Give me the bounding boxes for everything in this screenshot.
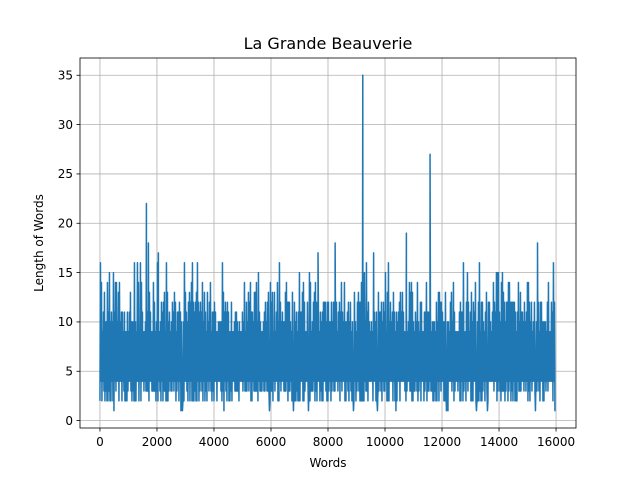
x-tick-label: 16000 (537, 435, 575, 449)
y-axis: 0 5 10 15 20 25 30 35 (58, 69, 80, 428)
x-tick-label: 10000 (366, 435, 404, 449)
y-tick-label: 35 (58, 69, 73, 83)
series-line (99, 74, 556, 412)
x-tick-label: 2000 (142, 435, 173, 449)
y-tick-label: 10 (58, 315, 73, 329)
y-tick-label: 15 (58, 266, 73, 280)
x-tick-label: 8000 (313, 435, 344, 449)
y-axis-label: Length of Words (32, 194, 46, 292)
y-tick-label: 30 (58, 118, 73, 132)
y-tick-label: 5 (65, 365, 73, 379)
y-tick-label: 25 (58, 167, 73, 181)
x-tick-label: 12000 (423, 435, 461, 449)
x-tick-label: 0 (96, 435, 104, 449)
x-tick-label: 14000 (480, 435, 518, 449)
plot-area (99, 74, 556, 412)
x-axis: 0 2000 4000 6000 8000 10000 12000 14000 16000 (96, 428, 575, 449)
x-tick-label: 4000 (199, 435, 230, 449)
y-tick-label: 0 (65, 414, 73, 428)
y-tick-label: 20 (58, 217, 73, 231)
chart-title: La Grande Beauverie (244, 34, 413, 53)
x-axis-label: Words (309, 456, 346, 470)
x-tick-label: 6000 (256, 435, 287, 449)
